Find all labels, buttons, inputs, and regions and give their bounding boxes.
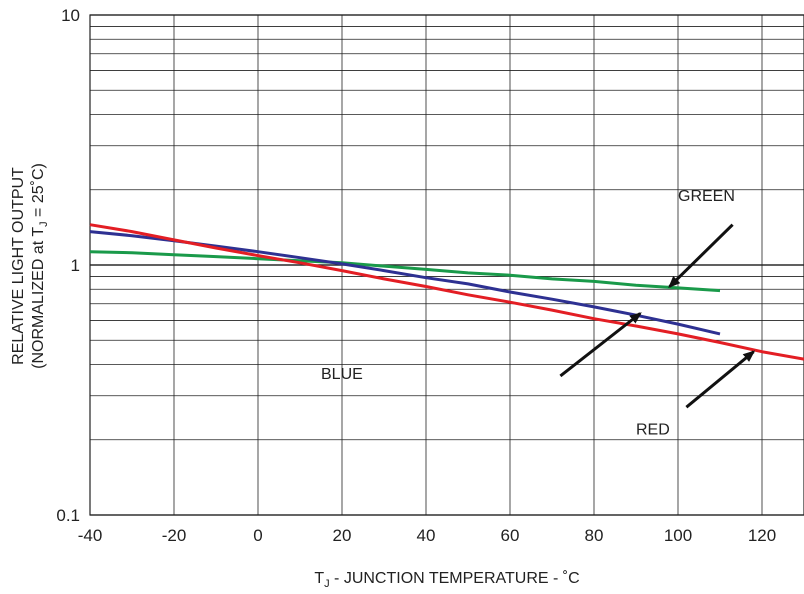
y-tick-labels: 0.1 1 10 [56, 6, 80, 525]
x-tick-label: 20 [333, 526, 352, 545]
annotation-label-blue: BLUE [321, 366, 363, 383]
y-tick-label: 0.1 [56, 506, 80, 525]
y-tick-label: 1 [71, 256, 80, 275]
x-axis-label: TJ - JUNCTION TEMPERATURE - ˚C [314, 570, 579, 590]
annotation-arrow-green [670, 225, 733, 287]
y-axis-label: RELATIVE LIGHT OUTPUT (NORMALIZED at TJ … [10, 163, 50, 369]
y-axis-label-line2-pre: (NORMALIZED at T [30, 227, 47, 369]
x-axis-label-prefix: T [314, 570, 324, 587]
series-line-green [90, 252, 720, 291]
x-tick-label: 40 [417, 526, 436, 545]
series-layer [90, 225, 804, 360]
x-tick-label: 0 [253, 526, 262, 545]
series-line-red [90, 225, 804, 360]
x-tick-label: 100 [664, 526, 692, 545]
y-axis-label-line2-post: = 25˚C) [30, 163, 47, 221]
annotation-arrow-blue [560, 313, 640, 375]
y-axis-label-line1: RELATIVE LIGHT OUTPUT [10, 167, 27, 365]
annotations: GREEN BLUE RED [321, 188, 754, 438]
x-tick-label: 80 [585, 526, 604, 545]
x-tick-label: 60 [501, 526, 520, 545]
x-tick-label: -40 [78, 526, 103, 545]
annotation-label-red: RED [636, 421, 670, 438]
x-axis-label-rest: - JUNCTION TEMPERATURE - ˚C [330, 570, 580, 587]
annotation-arrow-red [686, 352, 753, 407]
y-tick-label: 10 [61, 6, 80, 25]
x-tick-label: -20 [162, 526, 187, 545]
y-axis-label-line2: (NORMALIZED at TJ = 25˚C) [30, 163, 50, 369]
annotation-label-green: GREEN [678, 188, 735, 205]
x-tick-labels: -40 -20 0 20 40 60 80 100 120 [78, 526, 776, 545]
grid [90, 15, 804, 515]
x-tick-label: 120 [748, 526, 776, 545]
